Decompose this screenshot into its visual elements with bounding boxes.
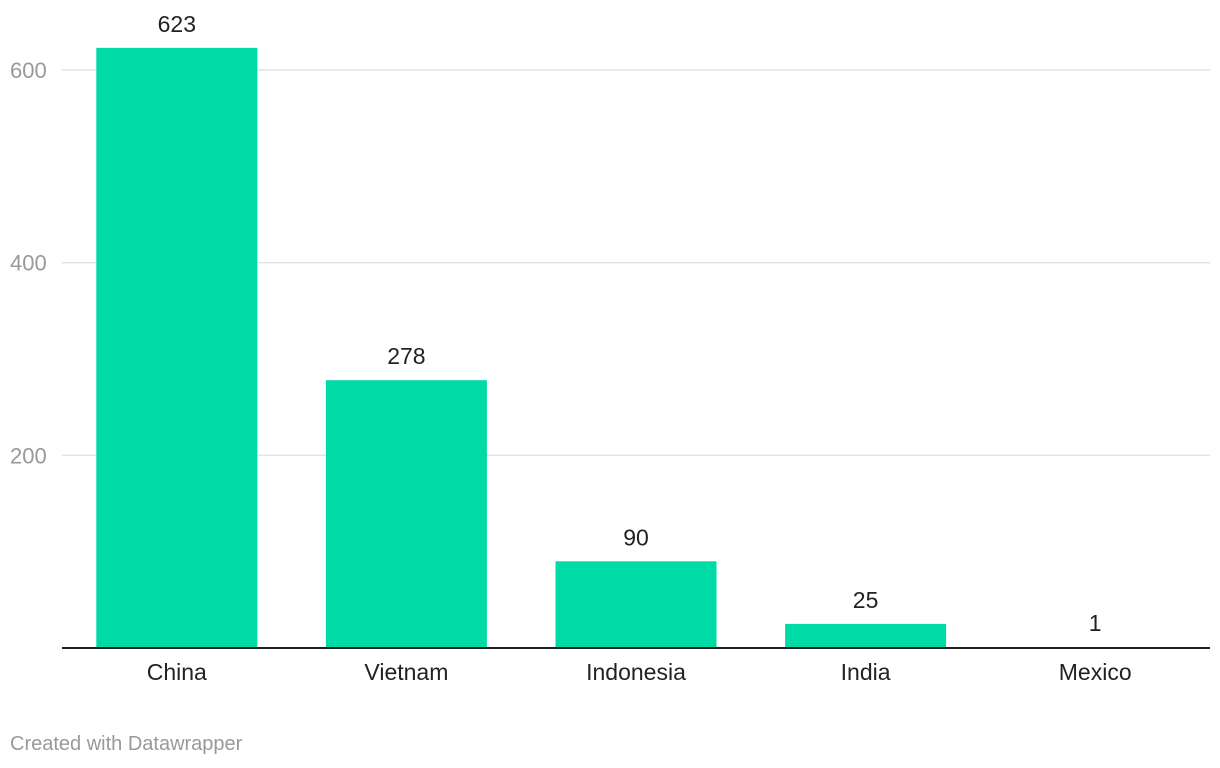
category-label-mexico: Mexico	[1059, 659, 1132, 685]
data-label-indonesia: 90	[623, 524, 649, 550]
y-tick-label: 600	[10, 58, 47, 83]
category-label-india: India	[841, 659, 891, 685]
bar-vietnam	[325, 380, 487, 648]
y-tick-label: 200	[10, 443, 47, 468]
data-label-mexico: 1	[1089, 610, 1102, 636]
data-label-india: 25	[853, 587, 879, 613]
bar-india	[785, 623, 947, 648]
chart-credit: Created with Datawrapper	[10, 733, 243, 755]
bar-indonesia	[555, 561, 717, 648]
x-axis-category-labels: China Vietnam Indonesia India Mexico	[147, 659, 1132, 685]
category-label-indonesia: Indonesia	[586, 659, 686, 685]
data-label-china: 623	[158, 11, 196, 37]
data-label-vietnam: 278	[387, 343, 425, 369]
category-label-china: China	[147, 659, 207, 685]
bars	[96, 47, 1176, 649]
y-axis-tick-labels: 200 400 600	[10, 58, 47, 468]
y-tick-label: 400	[10, 251, 47, 276]
bar-china	[96, 47, 258, 649]
data-labels: 623 278 90 25 1	[158, 11, 1102, 636]
category-label-vietnam: Vietnam	[364, 659, 448, 685]
